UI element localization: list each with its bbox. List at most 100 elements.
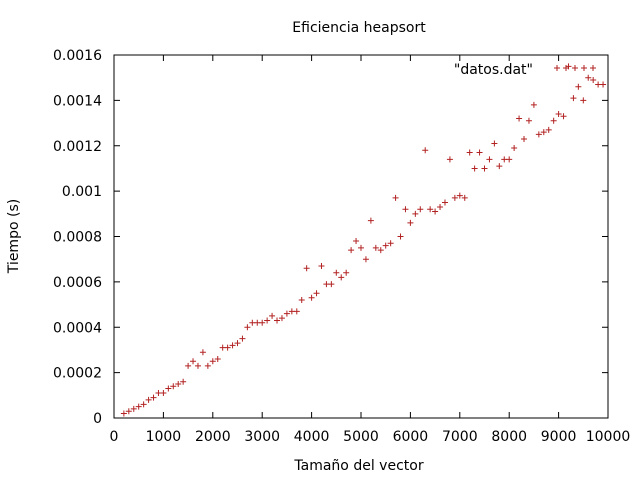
- data-point: [560, 113, 567, 120]
- data-point: [278, 315, 285, 322]
- x-axis-label: Tamaño del vector: [293, 458, 423, 474]
- y-tick-label: 0.0008: [53, 230, 102, 246]
- data-point: [516, 115, 523, 122]
- data-point: [550, 117, 557, 124]
- data-point: [264, 317, 271, 324]
- data-point: [209, 358, 216, 365]
- data-point: [214, 356, 221, 363]
- data-point: [471, 165, 478, 172]
- data-point: [466, 149, 473, 156]
- x-tick-label: 0: [110, 429, 119, 445]
- data-point: [190, 358, 197, 365]
- y-tick-label: 0.001: [62, 184, 102, 200]
- data-point: [585, 74, 592, 81]
- data-point: [521, 135, 528, 142]
- data-point: [437, 204, 444, 211]
- legend-marker: [572, 65, 578, 71]
- data-point: [397, 233, 404, 240]
- x-tick-label: 2000: [195, 429, 231, 445]
- chart-title: Eficiencia heapsort: [292, 20, 426, 36]
- data-point: [145, 396, 152, 403]
- x-tick-label: 1000: [146, 429, 182, 445]
- data-point: [298, 297, 305, 304]
- legend-marker: [590, 65, 596, 71]
- data-point: [303, 265, 310, 272]
- data-point: [530, 101, 537, 108]
- data-point: [293, 308, 300, 315]
- data-point: [274, 317, 281, 324]
- data-point: [441, 199, 448, 206]
- y-tick-label: 0.0002: [53, 366, 102, 382]
- data-point: [565, 63, 572, 70]
- data-point: [456, 192, 463, 199]
- data-point: [392, 194, 399, 201]
- data-point: [259, 319, 266, 326]
- data-point: [234, 340, 241, 347]
- data-point: [377, 247, 384, 254]
- x-tick-label: 10000: [586, 429, 631, 445]
- y-tick-label: 0.0016: [53, 48, 102, 64]
- data-point: [555, 110, 562, 117]
- data-point: [175, 380, 182, 387]
- data-point: [150, 394, 157, 401]
- data-point: [318, 262, 325, 269]
- data-point: [491, 140, 498, 147]
- data-point: [486, 156, 493, 163]
- data-point: [160, 390, 167, 397]
- axis-ticks: [113, 54, 609, 419]
- data-points: [120, 63, 607, 417]
- data-point: [580, 97, 587, 104]
- x-tick-label: 6000: [393, 429, 429, 445]
- data-point: [239, 335, 246, 342]
- y-axis-label: Tiempo (s): [6, 199, 22, 274]
- data-point: [308, 294, 315, 301]
- x-tick-label: 4000: [294, 429, 330, 445]
- x-tick-label: 9000: [541, 429, 577, 445]
- data-point: [338, 274, 345, 281]
- x-tick-labels: 0 1000 2000 3000 4000 5000 6000 7000 8000 9000 100…: [110, 429, 631, 445]
- data-point: [600, 81, 607, 88]
- data-point: [382, 242, 389, 249]
- data-point: [125, 408, 132, 415]
- data-point: [229, 342, 236, 349]
- x-tick-label: 5000: [343, 429, 379, 445]
- legend-marker: [554, 65, 560, 71]
- data-point: [333, 269, 340, 276]
- legend: "datos.dat": [454, 62, 596, 78]
- data-point: [432, 208, 439, 215]
- data-point: [343, 269, 350, 276]
- data-point: [283, 310, 290, 317]
- data-point: [353, 238, 360, 245]
- data-point: [194, 362, 201, 369]
- data-point: [575, 83, 582, 90]
- data-point: [540, 129, 547, 136]
- data-point: [511, 145, 518, 152]
- data-point: [461, 194, 468, 201]
- data-point: [313, 290, 320, 297]
- data-point: [120, 410, 127, 417]
- data-point: [269, 312, 276, 319]
- x-tick-label: 8000: [491, 429, 527, 445]
- data-point: [135, 403, 142, 410]
- data-point: [451, 194, 458, 201]
- data-point: [372, 244, 379, 251]
- data-point: [165, 385, 172, 392]
- x-tick-label: 3000: [244, 429, 280, 445]
- data-point: [367, 217, 374, 224]
- data-point: [328, 281, 335, 288]
- legend-marker: [581, 65, 587, 71]
- data-point: [427, 206, 434, 213]
- data-point: [570, 95, 577, 102]
- data-point: [535, 131, 542, 138]
- legend-label: "datos.dat": [454, 62, 533, 78]
- data-point: [244, 324, 251, 331]
- data-point: [525, 117, 532, 124]
- y-tick-labels: 0 0.0002 0.0004 0.0006 0.0008 0.001 0.0012 0.00…: [53, 48, 102, 427]
- data-point: [224, 344, 231, 351]
- data-point: [446, 156, 453, 163]
- y-tick-label: 0.0004: [53, 320, 102, 336]
- data-point: [348, 247, 355, 254]
- data-point: [407, 219, 414, 226]
- data-point: [422, 147, 429, 154]
- data-point: [412, 210, 419, 217]
